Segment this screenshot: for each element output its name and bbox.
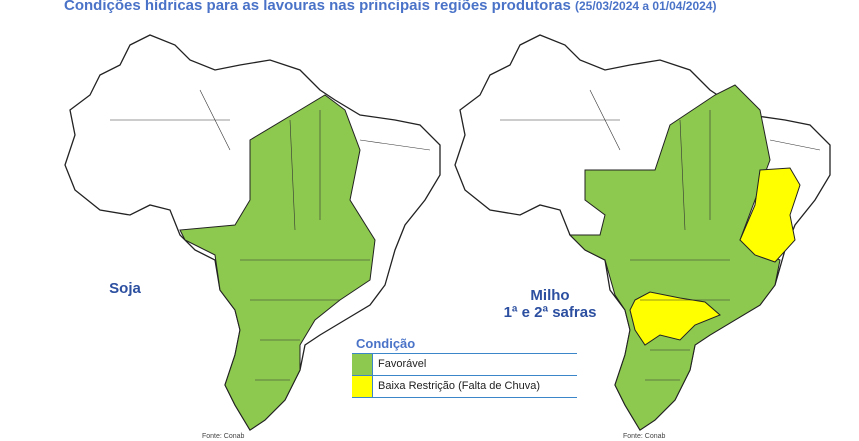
legend-swatch-green <box>352 354 373 375</box>
legend-label: Favorável <box>378 358 427 370</box>
source-milho: Fonte: Conab <box>623 433 666 440</box>
region-baixa-restricao <box>629 291 721 346</box>
region-favoravel <box>568 84 781 431</box>
map-label-milho: Milho 1ª e 2ª safras <box>490 287 610 321</box>
state-borders <box>500 89 821 381</box>
legend-item-baixa-restricao: Baixa Restrição (Falta de Chuva) <box>352 375 577 398</box>
title-dates: (25/03/2024 a 01/04/2024) <box>575 0 717 13</box>
legend-label: Baixa Restrição (Falta de Chuva) <box>378 380 541 392</box>
map-label-milho-line1: Milho <box>530 287 570 304</box>
state-borders <box>110 89 431 381</box>
milho-map <box>454 34 831 431</box>
map-label-soja: Soja <box>109 280 141 297</box>
legend-title: Condição <box>356 336 416 351</box>
title-text: Condições hídricas para as lavouras nas … <box>64 0 571 14</box>
map-label-milho-line2: 1ª e 2ª safras <box>503 304 597 321</box>
page-title: Condições hídricas para as lavouras nas … <box>64 0 716 14</box>
region-favoravel <box>179 94 376 431</box>
region-baixa-restricao <box>739 167 801 263</box>
legend: Condição Favorável Baixa Restrição (Falt… <box>352 336 577 398</box>
legend-item-favoravel: Favorável <box>352 353 577 375</box>
soja-map <box>64 34 441 431</box>
legend-swatch-yellow <box>352 376 373 397</box>
source-soja: Fonte: Conab <box>202 433 245 440</box>
